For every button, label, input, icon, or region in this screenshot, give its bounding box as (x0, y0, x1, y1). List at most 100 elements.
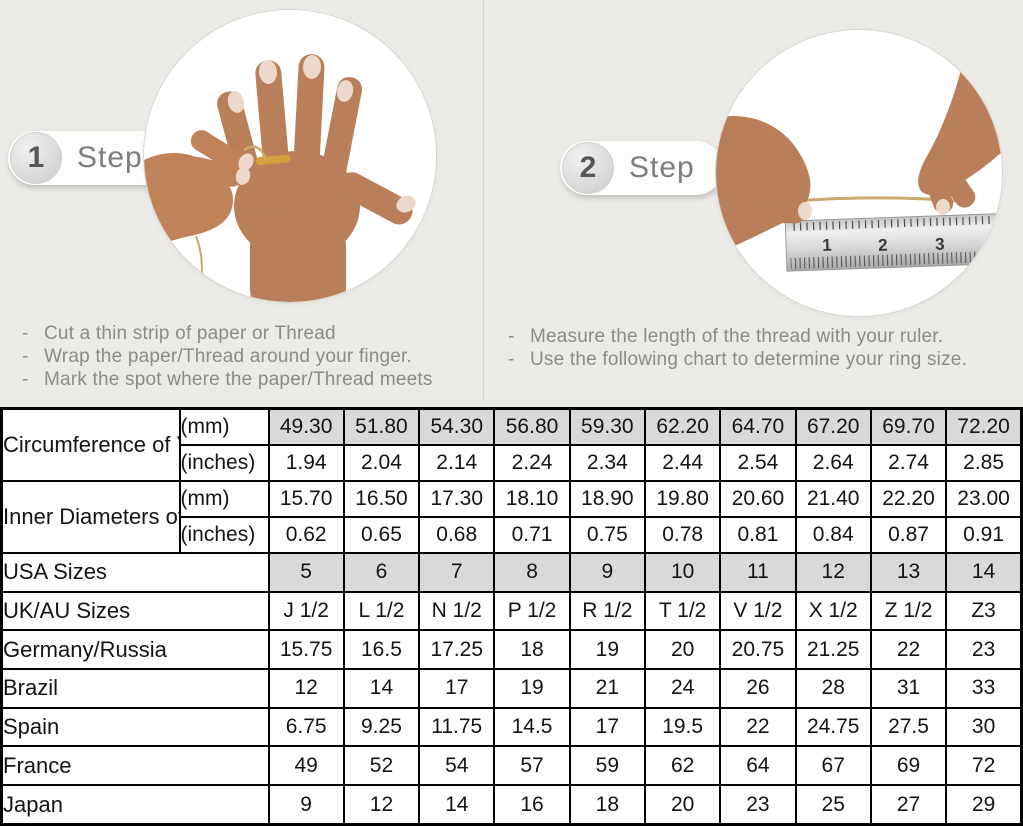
value-cell: 16.50 (342, 480, 421, 518)
unit-label: (inches) (178, 515, 270, 554)
table-row: Inner Diameters of Rings(mm)15.7016.5017… (0, 480, 1023, 554)
value-cell: 6.75 (267, 706, 345, 748)
value-cell: 12 (794, 551, 872, 593)
value-cell: 17.30 (418, 480, 496, 518)
size-table-body: Circumference of Your Finger(mm)49.3051.… (0, 407, 1023, 826)
value-cell: 59.30 (568, 407, 646, 447)
row-label: UK/AU Sizes (0, 590, 270, 632)
value-cell: 2.04 (342, 444, 421, 483)
row-label: Brazil (0, 667, 270, 709)
bullet-dash: - (508, 326, 515, 347)
value-cell: 14 (342, 667, 421, 709)
value-cell: 16.5 (342, 629, 421, 670)
value-cell: 23.00 (945, 480, 1023, 518)
value-cell: 49.30 (267, 407, 345, 447)
ring-size-table-section: Circumference of Your Finger(mm)49.3051.… (0, 407, 1023, 826)
value-cell: 72.20 (945, 407, 1023, 447)
instruction-line: - Use the following chart to determine yo… (508, 348, 967, 371)
value-cell: 0.75 (568, 515, 646, 554)
value-cell: 72 (945, 745, 1023, 786)
value-cell: 1.94 (267, 444, 345, 483)
value-cell: 2.85 (945, 444, 1023, 483)
value-cell: 18 (568, 784, 646, 826)
value-cell: 15.75 (267, 629, 345, 670)
table-row: Germany/Russia 15.75 16.5 17.25 18 19 20 20.75 2… (0, 629, 1023, 670)
step2-label: Step (629, 151, 695, 184)
instruction-text: Mark the spot where the paper/Thread mee… (44, 369, 433, 390)
value-cell: 2.64 (794, 444, 872, 483)
value-cell: 25 (794, 784, 872, 826)
row-label: Spain (0, 706, 270, 748)
value-cell: X 1/2 (794, 590, 872, 632)
value-cell: 24 (643, 667, 722, 709)
value-cell: 18.90 (568, 480, 646, 518)
value-cell: 20 (643, 784, 722, 826)
value-cell: 0.81 (719, 515, 797, 554)
value-cell: 0.84 (794, 515, 872, 554)
instruction-line: - Cut a thin strip of paper or Thread (22, 322, 433, 345)
step1-instructions: - Cut a thin strip of paper or Thread - Wra… (22, 322, 433, 391)
value-cell: 23 (719, 784, 797, 826)
table-row: USA Sizes 5 6 7 8 9 10 11 12 13 14 (0, 551, 1023, 593)
instruction-line: - Wrap the paper/Thread around your finge… (22, 345, 433, 368)
value-cell: 23 (945, 629, 1023, 670)
value-cell: 67 (794, 745, 872, 786)
value-cell: 0.78 (643, 515, 722, 554)
value-cell: 69 (869, 745, 948, 786)
value-cell: 49 (267, 745, 345, 786)
step1-photo (144, 10, 436, 302)
step2-instructions: - Measure the length of the thread with y… (508, 325, 967, 371)
value-cell: 2.34 (568, 444, 646, 483)
value-cell: 30 (945, 706, 1023, 748)
step1-number-circle: 1 (10, 132, 62, 184)
value-cell: 0.68 (418, 515, 496, 554)
value-cell: 14 (418, 784, 496, 826)
ruler-number: 3 (935, 235, 945, 254)
instruction-text: Measure the length of the thread with yo… (530, 326, 944, 347)
value-cell: 57 (493, 745, 571, 786)
value-cell: 13 (869, 551, 948, 593)
value-cell: 2.14 (418, 444, 496, 483)
vertical-divider (483, 0, 484, 400)
bullet-dash: - (508, 349, 515, 370)
bullet-dash: - (22, 346, 29, 367)
value-cell: 62.20 (643, 407, 722, 447)
value-cell: 10 (643, 551, 722, 593)
thread-ruler-illustration: 1 2 3 (716, 30, 1002, 316)
value-cell: 27.5 (869, 706, 948, 748)
value-cell: 21.40 (794, 480, 872, 518)
bullet-dash: - (22, 369, 29, 390)
value-cell: J 1/2 (267, 590, 345, 632)
unit-label: (mm) (178, 407, 270, 447)
value-cell: 64 (719, 745, 797, 786)
value-cell: 27 (869, 784, 948, 826)
value-cell: 11 (719, 551, 797, 593)
instruction-text: Use the following chart to determine you… (530, 349, 968, 370)
value-cell: 5 (267, 551, 345, 593)
value-cell: Z3 (945, 590, 1023, 632)
table-row: Brazil 12 14 17 19 21 24 26 28 31 33 (0, 667, 1023, 709)
value-cell: 14.5 (493, 706, 571, 748)
value-cell: 19 (493, 667, 571, 709)
value-cell: 11.75 (418, 706, 496, 748)
ring-size-table: Circumference of Your Finger(mm)49.3051.… (0, 407, 1023, 826)
value-cell: 15.70 (267, 480, 345, 518)
step1-label: Step (77, 141, 143, 174)
table-row: Spain 6.75 9.25 11.75 14.5 17 19.5 22 24.75 27.5 3… (0, 706, 1023, 748)
value-cell: 19.80 (643, 480, 722, 518)
value-cell: 64.70 (719, 407, 797, 447)
value-cell: 8 (493, 551, 571, 593)
value-cell: 51.80 (342, 407, 421, 447)
ruler-icon: 1 2 3 (784, 213, 1000, 272)
value-cell: R 1/2 (568, 590, 646, 632)
instruction-text: Cut a thin strip of paper or Thread (44, 323, 336, 344)
value-cell: 22 (869, 629, 948, 670)
value-cell: 12 (267, 667, 345, 709)
hand-with-ring-illustration (144, 10, 436, 302)
row-label: Japan (0, 784, 270, 826)
value-cell: 22 (719, 706, 797, 748)
row-group-label: Circumference of Your Finger (0, 407, 181, 483)
step2-photo: 1 2 3 (716, 30, 1002, 316)
row-group-label: Inner Diameters of Rings (0, 480, 181, 554)
value-cell: 59 (568, 745, 646, 786)
